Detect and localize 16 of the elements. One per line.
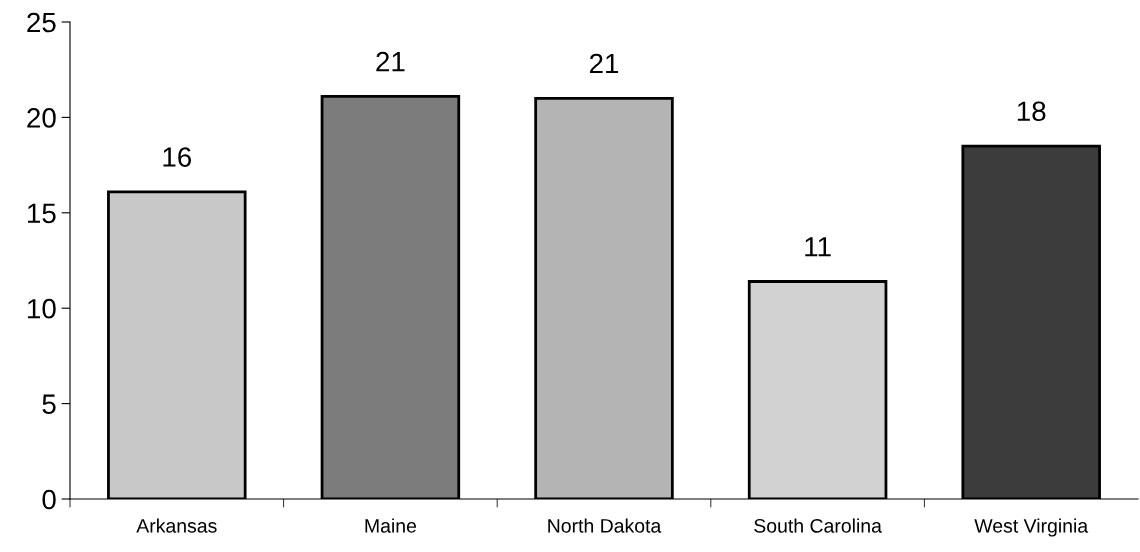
data-label: 21 [589, 53, 619, 74]
y-tick-label: 20 [27, 108, 56, 128]
x-tick-label: West Virginia [974, 518, 1089, 537]
x-tick-label: South Carolina [754, 518, 882, 533]
x-tick-label: Arkansas [136, 518, 217, 533]
data-label: 21 [376, 51, 405, 72]
data-label: 16 [163, 147, 192, 167]
y-tick-label: 0 [42, 489, 56, 510]
x-tick-label: Maine [365, 518, 417, 533]
x-tick-label: North Dakota [548, 518, 662, 533]
y-tick-label: 5 [42, 394, 56, 414]
y-tick-label: 15 [28, 203, 56, 224]
data-label: 11 [805, 237, 831, 257]
y-tick-label: 10 [28, 298, 56, 319]
y-tick-label: 25 [27, 12, 56, 33]
data-label: 18 [1017, 101, 1046, 122]
